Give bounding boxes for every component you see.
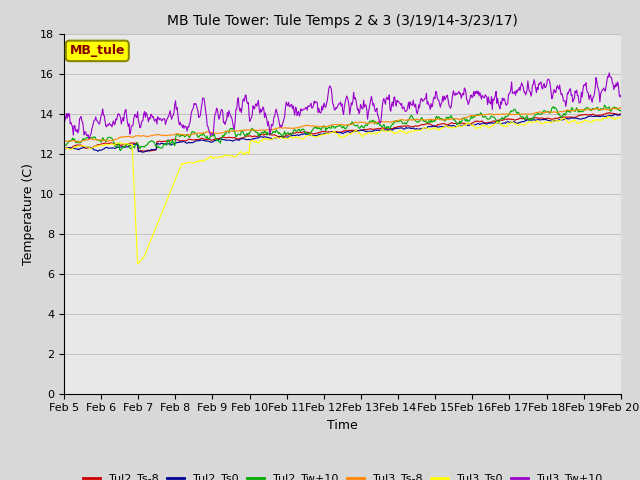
- Y-axis label: Temperature (C): Temperature (C): [22, 163, 35, 264]
- Legend: Tul2_Ts-8, Tul2_Ts0, Tul2_Tw+10, Tul3_Ts-8, Tul3_Ts0, Tul3_Tw+10: Tul2_Ts-8, Tul2_Ts0, Tul2_Tw+10, Tul3_Ts…: [79, 469, 606, 480]
- Title: MB Tule Tower: Tule Temps 2 & 3 (3/19/14-3/23/17): MB Tule Tower: Tule Temps 2 & 3 (3/19/14…: [167, 14, 518, 28]
- Text: MB_tule: MB_tule: [70, 44, 125, 58]
- X-axis label: Time: Time: [327, 419, 358, 432]
